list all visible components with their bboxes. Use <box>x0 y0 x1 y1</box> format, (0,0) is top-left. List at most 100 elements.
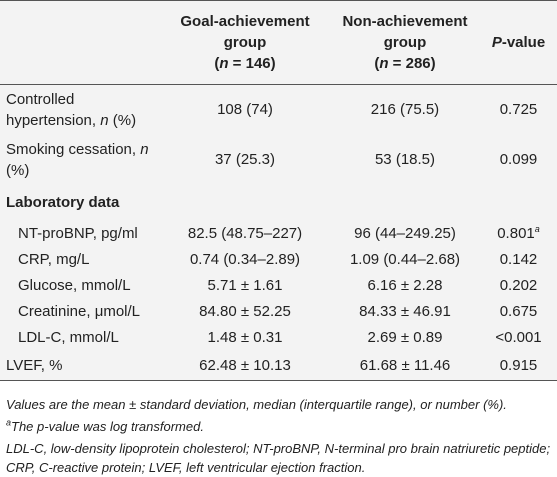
value-cell: 0.725 <box>480 85 557 135</box>
value-cell: 37 (25.3) <box>160 135 330 185</box>
value-cell: <0.001 <box>480 325 557 351</box>
value-cell: 61.68 ± 11.46 <box>330 351 480 381</box>
text-part: LVEF, % <box>6 356 63 374</box>
value-cell: 62.48 ± 10.13 <box>160 351 330 381</box>
value-cell: 0.099 <box>480 135 557 185</box>
text-part: Non-achievement group <box>342 13 468 51</box>
table-row: NT-proBNP, pg/ml 82.5 (48.75–227) 96 (44–2… <box>0 221 557 247</box>
value-cell: 82.5 (48.75–227) <box>160 221 330 247</box>
text-part: Smoking cessation, <box>6 140 141 158</box>
text-part: n <box>219 55 229 72</box>
value-cell: 53 (18.5) <box>330 135 480 185</box>
text-part: NT-proBNP, pg/ml <box>18 225 138 242</box>
text-part: ( <box>214 55 220 72</box>
header-cell: Goal-achievement group (n = 146) <box>160 1 330 85</box>
cell-text: 84.80 ± 52.25 <box>199 303 291 320</box>
value-cell: 1.09 (0.44–2.68) <box>330 247 480 273</box>
value-cell: 0.675 <box>480 299 557 325</box>
value-cell: 0.74 (0.34–2.89) <box>160 247 330 273</box>
text-part: (%) <box>108 111 137 129</box>
table-row: Creatinine, μmol/L 84.80 ± 52.25 84.33 ± 4… <box>0 299 557 325</box>
cell-text: 1.09 (0.44–2.68) <box>349 251 461 268</box>
text-part: CRP, mg/L <box>18 251 90 268</box>
table-row: LDL-C, mmol/L 1.48 ± 0.31 2.69 ± 0.89 <0.00… <box>0 325 557 351</box>
text-part: n <box>379 55 389 72</box>
cell-text: 82.5 (48.75–227) <box>187 225 303 242</box>
text-part: (%) <box>6 161 30 179</box>
text-part: P <box>491 34 502 51</box>
footnote: LDL-C, low-density lipoprotein cholester… <box>6 439 551 477</box>
value-cell: 6.16 ± 2.28 <box>330 273 480 299</box>
text-part: Controlled hypertension, <box>6 90 101 129</box>
column-count: (n = 146) <box>166 53 324 74</box>
cell-text: 53 (18.5) <box>374 151 436 168</box>
footnote: Values are the mean ± standard deviation… <box>6 395 551 414</box>
value-cell: 5.71 ± 1.61 <box>160 273 330 299</box>
text-part: n <box>140 140 149 158</box>
footnote: aThe p-value was log transformed. <box>6 417 551 436</box>
value-cell: 216 (75.5) <box>330 85 480 135</box>
text-part: Glucose, mmol/L <box>18 277 131 294</box>
table-row: Laboratory data <box>0 185 557 221</box>
text-part: = 146) <box>228 55 276 72</box>
text-part: -value <box>501 34 546 51</box>
row-label: Laboratory data <box>0 185 557 221</box>
value-cell: 0.915 <box>480 351 557 381</box>
text-part: Goal-achievement group <box>180 13 310 51</box>
header-cell <box>0 1 160 85</box>
cell-text: 0.801 <box>497 225 535 242</box>
text-part: Creatinine, μmol/L <box>18 303 141 320</box>
cell-text: 6.16 ± 2.28 <box>367 277 443 294</box>
table-row: Smoking cessation, n (%) 37 (25.3) 53 (18.… <box>0 135 557 185</box>
text-part: ( <box>374 55 380 72</box>
header-row: Goal-achievement group (n = 146) Non-achie… <box>0 0 557 85</box>
text-part: n <box>100 111 109 129</box>
table-row: Controlled hypertension, n (%) 108 (74) 21… <box>0 85 557 135</box>
cell-text: <0.001 <box>495 329 542 346</box>
column-title: Non-achievement group <box>336 11 474 53</box>
column-title: Goal-achievement group <box>166 11 324 53</box>
value-cell: 96 (44–249.25) <box>330 221 480 247</box>
value-cell: 2.69 ± 0.89 <box>330 325 480 351</box>
data-table: Goal-achievement group (n = 146) Non-achie… <box>0 0 557 381</box>
footnotes: Values are the mean ± standard deviation… <box>0 381 557 477</box>
cell-text: 84.33 ± 46.91 <box>359 303 451 320</box>
column-count: (n = 286) <box>336 53 474 74</box>
row-label: LDL-C, mmol/L <box>0 325 160 351</box>
cell-text: 61.68 ± 11.46 <box>359 356 451 374</box>
table-body: Controlled hypertension, n (%) 108 (74) 21… <box>0 85 557 381</box>
cell-text: 108 (74) <box>217 101 273 119</box>
row-label: Smoking cessation, n (%) <box>0 135 160 185</box>
text-part: LDL-C, low-density lipoprotein cholester… <box>6 441 551 475</box>
cell-text: 0.675 <box>499 303 538 320</box>
value-cell: 0.202 <box>480 273 557 299</box>
header-cell: P-value <box>480 1 557 85</box>
text-part: = 286) <box>388 55 436 72</box>
row-label: Creatinine, μmol/L <box>0 299 160 325</box>
text-part: a <box>6 417 12 428</box>
value-cell: 108 (74) <box>160 85 330 135</box>
value-cell: 84.80 ± 52.25 <box>160 299 330 325</box>
row-label: CRP, mg/L <box>0 247 160 273</box>
row-label: NT-proBNP, pg/ml <box>0 221 160 247</box>
cell-text: 0.915 <box>499 356 538 374</box>
note-mark: a <box>534 224 540 234</box>
value-cell: 84.33 ± 46.91 <box>330 299 480 325</box>
value-cell: 0.801a <box>480 221 557 247</box>
cell-text: 62.48 ± 10.13 <box>199 356 291 374</box>
row-label: LVEF, % <box>0 351 160 381</box>
value-cell: 1.48 ± 0.31 <box>160 325 330 351</box>
cell-text: 2.69 ± 0.89 <box>367 329 443 346</box>
header-cell: Non-achievement group (n = 286) <box>330 1 480 85</box>
value-cell: 0.142 <box>480 247 557 273</box>
column-title: P-value <box>486 32 551 53</box>
cell-text: 0.202 <box>499 277 538 294</box>
cell-text: 37 (25.3) <box>214 151 276 168</box>
table-header: Goal-achievement group (n = 146) Non-achie… <box>0 0 557 85</box>
text-part: Laboratory data <box>6 194 120 211</box>
cell-text: 96 (44–249.25) <box>354 225 456 242</box>
cell-text: 0.142 <box>499 251 538 268</box>
text-part: Values are the mean ± standard deviation… <box>6 397 507 412</box>
cell-text: 0.725 <box>499 101 538 119</box>
